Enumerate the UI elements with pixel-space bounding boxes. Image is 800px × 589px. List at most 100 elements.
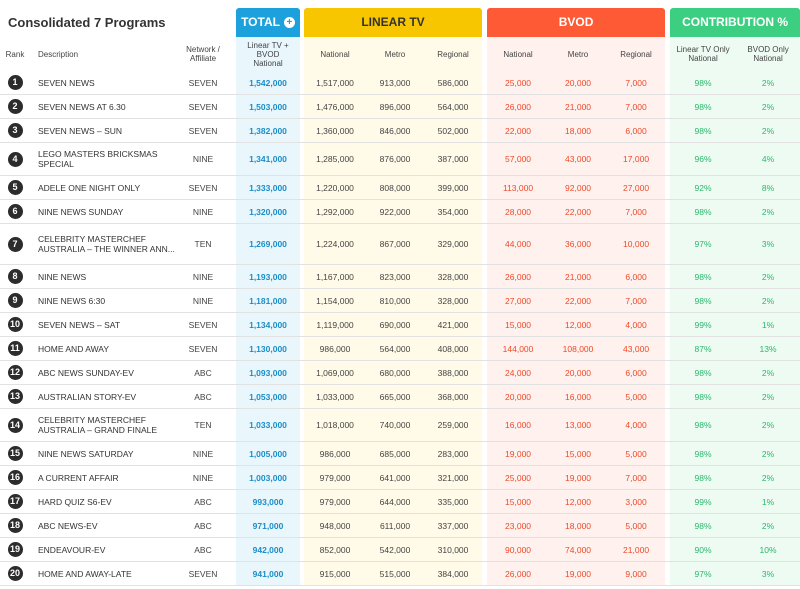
program-description: ABC NEWS-EV [30,513,175,538]
total-group-header[interactable]: TOTAL + [236,8,301,37]
linear-metro: 823,000 [366,264,425,289]
contribution-linear: 98% [670,465,737,490]
bvod-metro: 12,000 [549,312,608,337]
table-row[interactable]: 3 SEVEN NEWS – SUN SEVEN 1,382,000 1,360,000… [0,118,800,143]
table-row[interactable]: 10 SEVEN NEWS – SAT SEVEN 1,134,000 1,119,00… [0,312,800,337]
rank-badge: 18 [0,513,30,538]
bvod-metro: 18,000 [549,118,608,143]
linear-metro: 810,000 [366,288,425,313]
rank-badge: 7 [0,223,30,265]
rank-badge: 1 [0,71,30,95]
contribution-bvod: 2% [736,118,800,143]
network-affiliate: NINE [175,288,232,313]
network-affiliate: NINE [175,142,232,176]
linear-national: 915,000 [304,561,367,586]
contribution-group-header: CONTRIBUTION % [670,8,800,37]
bvod-national: 44,000 [487,223,550,265]
bvod-regional: 10,000 [607,223,666,265]
table-row[interactable]: 15 NINE NEWS SATURDAY NINE 1,005,000 986,000… [0,441,800,466]
linear-metro: 740,000 [366,408,425,442]
bvod-national: 25,000 [487,71,550,95]
table-row[interactable]: 12 ABC NEWS SUNDAY-EV ABC 1,093,000 1,069,00… [0,360,800,385]
network-affiliate: ABC [175,384,232,409]
table-row[interactable]: 17 HARD QUIZ S6-EV ABC 993,000 979,000 644,00… [0,489,800,514]
table-row[interactable]: 14 CELEBRITY MASTERCHEF AUSTRALIA – GRAND… [0,408,800,442]
rank-number: 10 [7,317,23,332]
network-affiliate: TEN [175,408,232,442]
total-national: 1,134,000 [236,312,301,337]
contribution-bvod: 3% [736,561,800,586]
bvod-regional: 5,000 [607,513,666,538]
bvod-regional: 17,000 [607,142,666,176]
program-description: ENDEAVOUR-EV [30,537,175,562]
contribution-bvod: 2% [736,360,800,385]
network-affiliate: SEVEN [175,175,232,200]
rank-badge: 16 [0,465,30,490]
linear-national: 1,119,000 [304,312,367,337]
table-row[interactable]: 6 NINE NEWS SUNDAY NINE 1,320,000 1,292,000 9… [0,199,800,224]
plus-circle-icon[interactable]: + [283,17,295,29]
rank-number: 7 [7,236,23,252]
network-affiliate: ABC [175,489,232,514]
bvod-national: 57,000 [487,142,550,176]
contribution-bvod: 2% [736,199,800,224]
bvod-metro: 16,000 [549,384,608,409]
contribution-bvod: 2% [736,288,800,313]
total-national: 1,181,000 [236,288,301,313]
table-row[interactable]: 18 ABC NEWS-EV ABC 971,000 948,000 611,000 337… [0,513,800,538]
table-row[interactable]: 13 AUSTRALIAN STORY-EV ABC 1,053,000 1,033,0… [0,384,800,409]
bvod-group-header: BVOD [487,8,666,37]
linear-national: 1,069,000 [304,360,367,385]
total-national: 1,269,000 [236,223,301,265]
bvod-regional: 7,000 [607,199,666,224]
rank-number: 4 [7,151,23,167]
total-national: 1,053,000 [236,384,301,409]
rank-badge: 11 [0,336,30,361]
table-row[interactable]: 2 SEVEN NEWS AT 6.30 SEVEN 1,503,000 1,476,0… [0,94,800,119]
linear-regional: 328,000 [424,264,483,289]
program-description: LEGO MASTERS BRICKSMAS SPECIAL [30,142,175,176]
program-description: CELEBRITY MASTERCHEF AUSTRALIA – GRAND F… [30,408,175,442]
network-affiliate: ABC [175,513,232,538]
table-row[interactable]: 16 A CURRENT AFFAIR NINE 1,003,000 979,000 64… [0,465,800,490]
col-description: Description [38,49,79,59]
rank-badge: 4 [0,142,30,176]
contribution-bvod: 2% [736,513,800,538]
rank-number: 3 [7,123,23,138]
linear-regional: 321,000 [424,465,483,490]
col-linear-regional: Regional [424,37,483,71]
contribution-bvod: 2% [736,384,800,409]
table-row[interactable]: 7 CELEBRITY MASTERCHEF AUSTRALIA – THE WI… [0,223,800,265]
table-row[interactable]: 11 HOME AND AWAY SEVEN 1,130,000 986,000 564,… [0,336,800,361]
table-row[interactable]: 19 ENDEAVOUR-EV ABC 942,000 852,000 542,000 31… [0,537,800,562]
table-row[interactable]: 1 SEVEN NEWS SEVEN 1,542,000 1,517,000 913,00… [0,71,800,95]
rank-number: 19 [7,542,23,557]
linear-metro: 542,000 [366,537,425,562]
total-national: 1,382,000 [236,118,301,143]
total-national: 1,130,000 [236,336,301,361]
table-row[interactable]: 8 NINE NEWS NINE 1,193,000 1,167,000 823,000 3… [0,264,800,289]
contribution-linear: 99% [670,312,737,337]
linear-metro: 922,000 [366,199,425,224]
col-bvod-national: National [487,37,550,71]
table-row[interactable]: 5 ADELE ONE NIGHT ONLY SEVEN 1,333,000 1,220… [0,175,800,200]
bvod-national: 22,000 [487,118,550,143]
contribution-bvod: 10% [736,537,800,562]
table-row[interactable]: 20 HOME AND AWAY-LATE SEVEN 941,000 915,000 5… [0,561,800,586]
bvod-metro: 13,000 [549,408,608,442]
contribution-linear: 98% [670,288,737,313]
rank-number: 18 [7,518,23,533]
bvod-regional: 6,000 [607,360,666,385]
total-national: 993,000 [236,489,301,514]
rank-number: 2 [7,99,23,114]
linear-national: 1,154,000 [304,288,367,313]
linear-metro: 685,000 [366,441,425,466]
rank-badge: 6 [0,199,30,224]
total-national: 1,093,000 [236,360,301,385]
contribution-linear: 98% [670,408,737,442]
table-row[interactable]: 9 NINE NEWS 6:30 NINE 1,181,000 1,154,000 810… [0,288,800,313]
network-affiliate: SEVEN [175,561,232,586]
program-description: SEVEN NEWS – SAT [30,312,175,337]
table-row[interactable]: 4 LEGO MASTERS BRICKSMAS SPECIAL NINE 1,341… [0,142,800,176]
